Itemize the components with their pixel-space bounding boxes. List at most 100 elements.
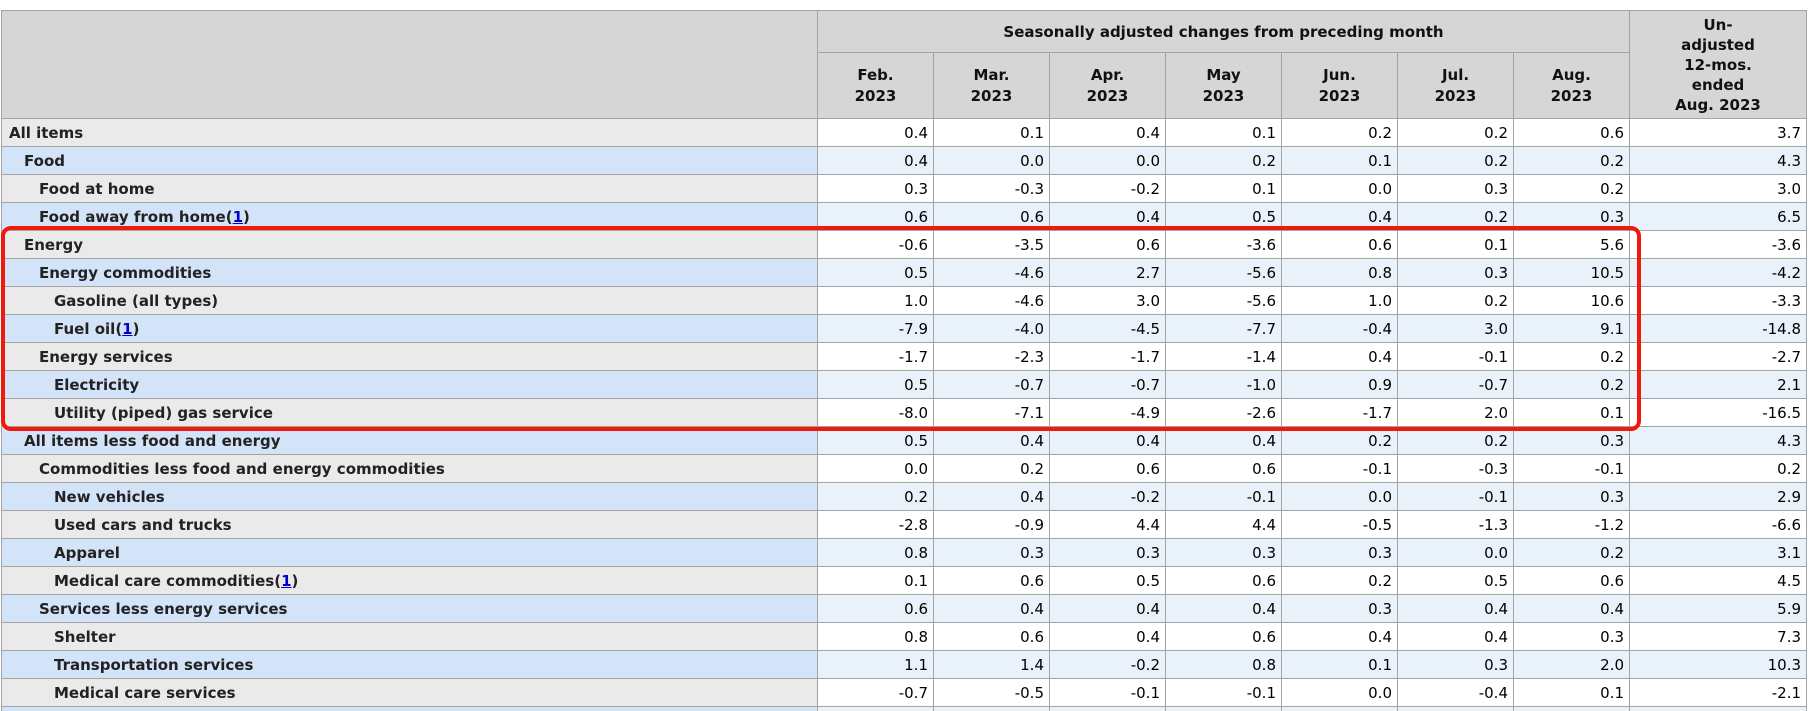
month-name: Aug.: [1552, 65, 1591, 84]
row-label-text: Food at home: [39, 179, 155, 198]
value-cell: [1281, 706, 1398, 711]
value-cell: 0.6: [1165, 566, 1282, 595]
value-cell: [1049, 706, 1166, 711]
footnote-paren: ): [243, 207, 250, 226]
table-row: Energy services -1.7 -2.3 -1.7 -1.4 0.4 -0.1 0.…: [1, 342, 1808, 371]
value-cell: 0.2: [1512, 342, 1631, 371]
value-cell: 0.3: [1512, 426, 1631, 455]
value-cell: -0.1: [1281, 454, 1398, 483]
month-name: Jun.: [1323, 65, 1356, 84]
value-cell: 0.5: [817, 258, 934, 287]
row-label-text: Gasoline (all types): [54, 291, 219, 310]
value-cell: 0.2: [1281, 118, 1398, 147]
value-cell: 0.1: [1165, 174, 1282, 203]
value-cell: 0.2: [817, 482, 934, 511]
table-header: Seasonally adjusted changes from precedi…: [1, 10, 1808, 119]
table-row: New vehicles 0.2 0.4 -0.2 -0.1 0.0 -0.1 0.3 2.9: [1, 482, 1808, 511]
value-cell: 0.3: [1281, 594, 1398, 623]
value-cell: 0.4: [1049, 594, 1166, 623]
value-cell: 0.4: [1512, 594, 1631, 623]
value-cell: 0.4: [933, 482, 1050, 511]
month-header-feb: Feb. 2023: [817, 52, 934, 119]
row-label-text: Energy commodities: [39, 263, 212, 282]
unadjusted-header-line: 12-mos.: [1684, 55, 1752, 74]
value-cell: [933, 706, 1050, 711]
value-cell: 0.2: [1397, 146, 1514, 175]
value-cell: -7.9: [817, 314, 934, 343]
unadjusted-header-line: adjusted: [1681, 35, 1755, 54]
table-row: Shelter 0.8 0.6 0.4 0.6 0.4 0.4 0.3 7.3: [1, 622, 1808, 651]
row-label: Energy services: [1, 342, 818, 371]
value-cell: -7.7: [1165, 314, 1282, 343]
row-label: Fuel oil(1): [1, 314, 818, 343]
row-label: Electricity: [1, 370, 818, 399]
unadjusted-value-cell: 0.2: [1629, 454, 1808, 483]
month-year: 2023: [1550, 86, 1593, 105]
value-cell: 0.3: [817, 174, 934, 203]
value-cell: 0.4: [1397, 622, 1514, 651]
value-cell: [1165, 706, 1282, 711]
row-label: All items: [1, 118, 818, 147]
value-cell: -8.0: [817, 398, 934, 427]
row-label: Utility (piped) gas service: [1, 398, 818, 427]
value-cell: 2.0: [1512, 650, 1631, 679]
value-cell: 0.2: [1512, 174, 1631, 203]
value-cell: 0.0: [1049, 146, 1166, 175]
month-name: Jul.: [1441, 65, 1470, 84]
value-cell: 0.3: [1397, 258, 1514, 287]
value-cell: -1.0: [1165, 370, 1282, 399]
row-label-text: Medical care commodities: [54, 571, 275, 590]
footnote-paren: (: [115, 319, 123, 338]
unadjusted-value-cell: 6.5: [1629, 202, 1808, 231]
value-cell: -1.7: [1281, 398, 1398, 427]
value-cell: 0.6: [933, 202, 1050, 231]
month-header-jul: Jul. 2023: [1397, 52, 1514, 119]
value-cell: 0.0: [1397, 538, 1514, 567]
table-row: Food at home 0.3 -0.3 -0.2 0.1 0.0 0.3 0.2 3.0: [1, 174, 1808, 203]
table-row: Fuel oil(1) -7.9 -4.0 -4.5 -7.7 -0.4 3.0 9.1 -14…: [1, 314, 1808, 343]
value-cell: 0.2: [1281, 566, 1398, 595]
footnote-paren: ): [132, 319, 140, 338]
value-cell: 2.0: [1397, 398, 1514, 427]
footnote-link[interactable]: 1: [232, 207, 244, 226]
value-cell: 0.6: [1165, 454, 1282, 483]
row-label-text: Utility (piped) gas service: [54, 403, 273, 422]
value-cell: 0.1: [1281, 146, 1398, 175]
value-cell: -3.5: [933, 230, 1050, 259]
value-cell: -0.7: [933, 370, 1050, 399]
table-row: Used cars and trucks -2.8 -0.9 4.4 4.4 -0.5 -1…: [1, 510, 1808, 539]
row-label: All items less food and energy: [1, 426, 818, 455]
table-row: Utility (piped) gas service -8.0 -7.1 -4.9-…: [1, 398, 1808, 427]
value-cell: 1.0: [817, 286, 934, 315]
value-cell: -4.9: [1049, 398, 1166, 427]
value-cell: 2.7: [1049, 258, 1166, 287]
unadjusted-value-cell: -4.2: [1629, 258, 1808, 287]
value-cell: -4.5: [1049, 314, 1166, 343]
unadjusted-value-cell: 10.3: [1629, 650, 1808, 679]
month-header-row: Feb. 2023 Mar. 2023 Apr. 2023 May 2023 Jun. 2023 J…: [2, 52, 1807, 119]
value-cell: 0.2: [1397, 118, 1514, 147]
row-label: Medical care services: [1, 678, 818, 707]
value-cell: 0.0: [1281, 174, 1398, 203]
value-cell: -0.1: [1397, 342, 1514, 371]
value-cell: -0.3: [1397, 454, 1514, 483]
value-cell: 0.9: [1281, 370, 1398, 399]
value-cell: 0.2: [1165, 146, 1282, 175]
month-name: Apr.: [1090, 65, 1125, 84]
value-cell: 0.4: [1165, 426, 1282, 455]
value-cell: -2.8: [817, 510, 934, 539]
unadjusted-value-cell: -6.6: [1629, 510, 1808, 539]
month-year: 2023: [1086, 86, 1129, 105]
table-row: Food 0.4 0.0 0.0 0.2 0.1 0.2 0.2 4.3: [1, 146, 1808, 175]
value-cell: 0.2: [1397, 202, 1514, 231]
row-label-text: Services less energy services: [39, 599, 288, 618]
value-cell: 0.2: [1397, 426, 1514, 455]
footnote-link[interactable]: 1: [281, 571, 292, 590]
table-row-partial: [1, 706, 1808, 711]
footnote-link[interactable]: 1: [122, 319, 133, 338]
value-cell: -0.5: [1281, 510, 1398, 539]
unadjusted-value-cell: 3.0: [1629, 174, 1808, 203]
table-row: Food away from home(1) 0.6 0.6 0.4 0.5 0.4 0.2…: [1, 202, 1808, 231]
value-cell: -0.1: [1397, 482, 1514, 511]
